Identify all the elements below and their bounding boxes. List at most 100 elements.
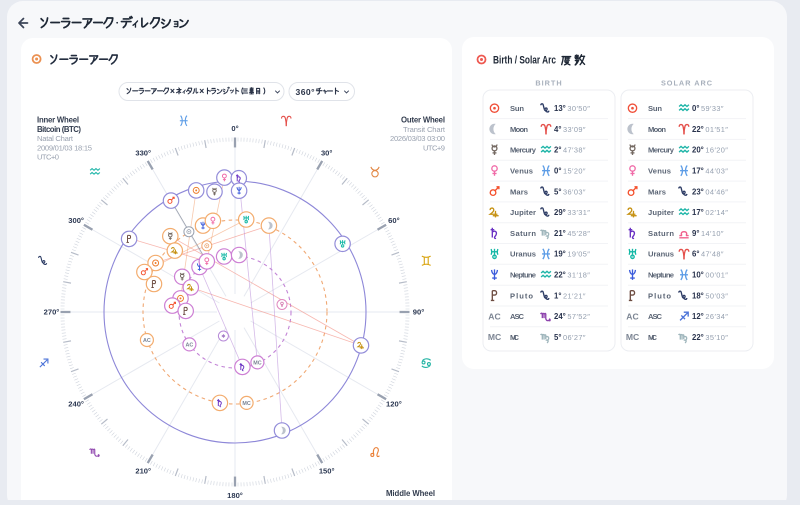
svg-text:AC: AC — [186, 343, 194, 349]
svg-text:Neptune: Neptune — [510, 271, 536, 280]
svg-text:Outer Wheel: Outer Wheel — [401, 116, 445, 125]
svg-text:Moon: Moon — [510, 125, 528, 134]
svg-text:Mars: Mars — [648, 187, 666, 196]
svg-text:59′33″: 59′33″ — [701, 104, 724, 113]
svg-text:Jupiter: Jupiter — [510, 208, 536, 217]
svg-text:SOLAR ARC: SOLAR ARC — [661, 79, 713, 88]
svg-text:330°: 330° — [135, 149, 151, 158]
svg-text:01′51″: 01′51″ — [705, 125, 728, 134]
svg-text:210°: 210° — [135, 467, 151, 476]
svg-text:0°: 0° — [692, 104, 699, 113]
svg-text:ASC: ASC — [648, 312, 663, 321]
svg-text:240°: 240° — [68, 399, 84, 408]
svg-text:Saturn: Saturn — [648, 229, 674, 238]
svg-text:33′09″: 33′09″ — [563, 125, 586, 134]
svg-text:Sun: Sun — [510, 104, 524, 113]
svg-text:30°: 30° — [321, 149, 332, 158]
svg-text:24°: 24° — [554, 312, 566, 321]
svg-text:MC: MC — [488, 332, 501, 342]
svg-text:45′28″: 45′28″ — [567, 229, 590, 238]
svg-text:BIRTH: BIRTH — [535, 79, 562, 88]
svg-text:29°: 29° — [554, 208, 566, 217]
svg-text:06′27″: 06′27″ — [563, 333, 586, 342]
svg-text:02′14″: 02′14″ — [705, 208, 728, 217]
svg-text:90°: 90° — [413, 308, 424, 317]
svg-text:MC: MC — [626, 332, 639, 342]
svg-text:23°: 23° — [692, 187, 704, 196]
svg-text:30′50″: 30′50″ — [567, 104, 590, 113]
svg-text:MC: MC — [510, 333, 520, 342]
svg-text:Transit Chart: Transit Chart — [403, 125, 446, 134]
svg-text:31′18″: 31′18″ — [567, 271, 590, 280]
svg-text:ASC: ASC — [510, 312, 525, 321]
svg-text:44′03″: 44′03″ — [705, 167, 728, 176]
svg-text:Inner Wheel: Inner Wheel — [37, 116, 79, 125]
svg-text:5°: 5° — [554, 333, 561, 342]
svg-text:AC: AC — [626, 311, 638, 321]
svg-text:10°: 10° — [692, 271, 704, 280]
svg-text:2026/03/03 03:00: 2026/03/03 03:00 — [390, 134, 445, 143]
svg-text:Birth / Solar Arc: Birth / Solar Arc — [493, 55, 556, 67]
svg-text:2°: 2° — [554, 146, 561, 155]
svg-text:17°: 17° — [692, 167, 704, 176]
svg-text:22°: 22° — [692, 125, 704, 134]
svg-text:MC: MC — [242, 401, 250, 407]
svg-text:270°: 270° — [44, 308, 60, 317]
svg-text:300°: 300° — [68, 216, 84, 225]
svg-text:Natal Chart: Natal Chart — [37, 134, 74, 143]
svg-text:Pluto: Pluto — [648, 291, 671, 300]
svg-text:Venus: Venus — [510, 167, 533, 176]
svg-text:36′03″: 36′03″ — [563, 187, 586, 196]
svg-text:20°: 20° — [692, 146, 704, 155]
svg-text:Jupiter: Jupiter — [648, 208, 674, 217]
svg-text:0°: 0° — [554, 167, 561, 176]
svg-text:MC: MC — [253, 361, 261, 367]
svg-text:57′52″: 57′52″ — [567, 312, 590, 321]
svg-text:UTC+9: UTC+9 — [423, 143, 445, 152]
svg-text:Mercury: Mercury — [648, 146, 675, 155]
svg-text:Mars: Mars — [510, 187, 528, 196]
svg-text:2009/01/03 18:15: 2009/01/03 18:15 — [37, 143, 92, 152]
svg-text:180°: 180° — [227, 491, 243, 500]
svg-text:AC: AC — [488, 311, 500, 321]
svg-text:13°: 13° — [554, 104, 566, 113]
svg-text:360°: 360° — [296, 87, 316, 97]
svg-text:14′10″: 14′10″ — [701, 229, 724, 238]
svg-text:19°: 19° — [554, 250, 566, 259]
svg-text:150°: 150° — [319, 467, 335, 476]
svg-text:Saturn: Saturn — [510, 229, 536, 238]
svg-text:18°: 18° — [692, 291, 704, 300]
svg-text:35′10″: 35′10″ — [705, 333, 728, 342]
svg-text:12°: 12° — [692, 312, 704, 321]
svg-text:04′46″: 04′46″ — [705, 187, 728, 196]
svg-text:AC: AC — [143, 338, 151, 344]
svg-text:16′20″: 16′20″ — [705, 146, 728, 155]
svg-text:Moon: Moon — [648, 125, 666, 134]
svg-text:9°: 9° — [692, 229, 699, 238]
svg-text:19′05″: 19′05″ — [567, 250, 590, 259]
svg-text:Neptune: Neptune — [648, 271, 674, 280]
svg-text:Uranus: Uranus — [648, 250, 674, 259]
svg-text:UTC+0: UTC+0 — [37, 153, 59, 162]
svg-text:Sun: Sun — [648, 104, 662, 113]
svg-text:60°: 60° — [388, 216, 399, 225]
svg-text:120°: 120° — [386, 399, 402, 408]
svg-text:Uranus: Uranus — [510, 250, 536, 259]
svg-text:Mercury: Mercury — [510, 146, 537, 155]
svg-text:22°: 22° — [554, 271, 566, 280]
svg-text:47′48″: 47′48″ — [701, 250, 724, 259]
svg-text:00′01″: 00′01″ — [705, 271, 728, 280]
svg-text:15′20″: 15′20″ — [563, 167, 586, 176]
svg-text:4°: 4° — [554, 125, 561, 134]
svg-text:33′31″: 33′31″ — [567, 208, 590, 217]
svg-text:5°: 5° — [554, 187, 561, 196]
svg-text:MC: MC — [648, 333, 658, 342]
svg-text:17°: 17° — [692, 208, 704, 217]
svg-text:21′21″: 21′21″ — [563, 291, 586, 300]
svg-text:6°: 6° — [692, 250, 699, 259]
svg-text:50′03″: 50′03″ — [705, 291, 728, 300]
svg-text:21°: 21° — [554, 229, 566, 238]
svg-text:0°: 0° — [231, 124, 238, 133]
svg-text:Pluto: Pluto — [510, 291, 533, 300]
svg-text:22°: 22° — [692, 333, 704, 342]
